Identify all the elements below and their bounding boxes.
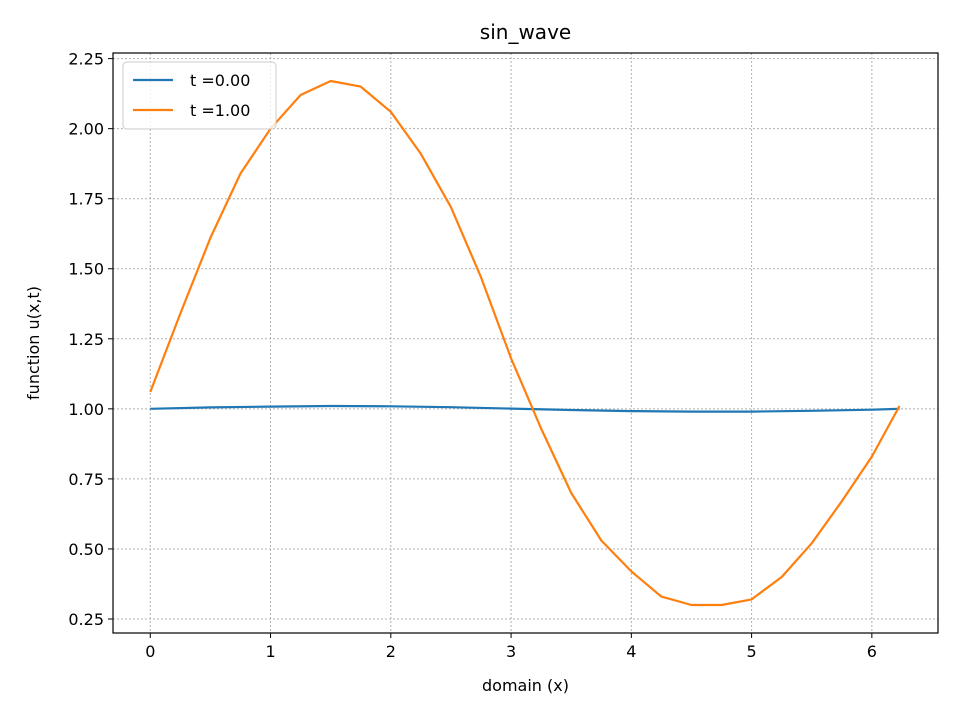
y-tick-label: 0.75 <box>68 470 104 489</box>
y-tick-label: 1.50 <box>68 260 104 279</box>
legend-box <box>122 61 277 130</box>
x-tick-label: 4 <box>626 642 636 661</box>
y-tick-label: 1.00 <box>68 400 104 419</box>
x-tick-label: 1 <box>265 642 275 661</box>
y-tick-label: 2.25 <box>68 50 104 69</box>
y-axis-label: function u(x,t) <box>24 286 43 400</box>
x-tick-label: 3 <box>506 642 516 661</box>
legend-label-1: t =1.00 <box>190 101 250 120</box>
x-tick-label: 5 <box>746 642 756 661</box>
legend-label-0: t =0.00 <box>190 71 250 90</box>
x-tick-label: 6 <box>867 642 877 661</box>
plot-frame <box>112 52 939 634</box>
x-axis-label: domain (x) <box>482 676 569 695</box>
y-tick-label: 1.75 <box>68 190 104 209</box>
y-tick-label: 2.00 <box>68 120 104 139</box>
y-tick-label: 1.25 <box>68 330 104 349</box>
y-tick-label: 0.50 <box>68 540 104 559</box>
legend: t =0.00 t =1.00 <box>122 61 277 130</box>
x-tick-label: 2 <box>386 642 396 661</box>
chart-title: sin_wave <box>480 20 571 44</box>
y-tick-label: 0.25 <box>68 610 104 629</box>
x-tick-label: 0 <box>145 642 155 661</box>
ticks: 0 1 2 3 4 5 6 0.25 0.50 0.75 1.00 1.25 1.50 1.75 2.00 2… <box>68 50 877 661</box>
series-line-0 <box>150 404 900 413</box>
